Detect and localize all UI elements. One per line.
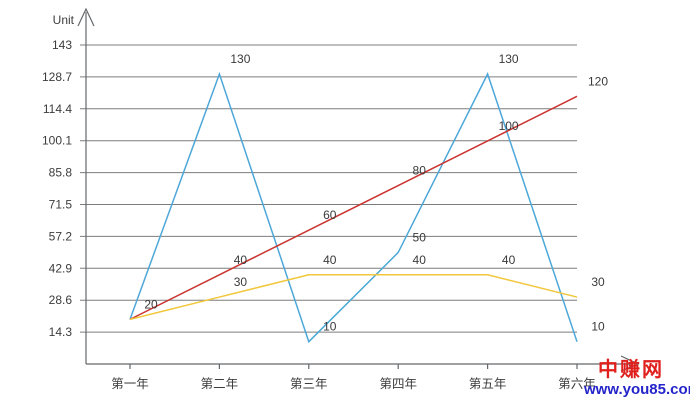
y-axis-tick-label: 128.7 [42,70,72,84]
y-axis-arrow-icon [77,7,95,27]
shared-start-value-label: 20 [144,297,158,311]
series-yellow-value-label: 40 [323,253,337,267]
series-blue-value-label: 10 [591,320,605,334]
y-axis-tick-label: 71.5 [49,198,73,212]
series-red-value-label: 40 [234,253,248,267]
y-axis-tick-label: 114.4 [43,102,72,116]
x-axis-tick-label: 第三年 [290,377,328,391]
x-axis-tick-label: 第四年 [379,377,417,391]
series-yellow-value-label: 30 [591,275,605,289]
series-yellow-value-label: 40 [502,253,516,267]
series-yellow-value-label: 30 [234,275,248,289]
series-yellow-line [129,274,578,321]
series-red-value-label: 60 [323,208,337,222]
series-blue-value-label: 10 [323,320,337,334]
x-axis-tick-label: 第六年 [558,377,596,391]
watermark-site-url: www.you85.com [584,381,690,398]
series-red-value-label: 120 [588,74,608,88]
x-axis-tick-label: 第一年 [111,377,149,391]
series-red-line [129,95,578,321]
x-axis-tick-label: 第五年 [469,377,507,391]
y-axis-tick-label: 42.9 [49,261,73,275]
y-axis-tick-label: 14.3 [49,325,73,339]
series-red-value-label: 80 [413,164,427,178]
series-blue-value-label: 130 [230,52,250,66]
y-axis-unit-label: Unit [53,13,75,27]
series-yellow-value-label: 40 [413,253,427,267]
series-blue-value-label: 50 [413,230,427,244]
y-axis-tick-label: 28.6 [49,293,73,307]
series-blue-line [129,71,578,344]
y-axis-tick-label: 100.1 [42,134,72,148]
x-axis-arrow-icon [620,355,640,372]
series-blue-value-label: 130 [499,52,519,66]
x-axis-tick-label: 第二年 [201,377,239,391]
series-red-value-label: 100 [499,119,519,133]
y-axis-tick-label: 85.8 [49,166,73,180]
y-axis-tick-label: 57.2 [49,229,73,243]
y-axis-tick-label: 143 [52,38,72,52]
watermark-site-name: 中赚网 [598,359,664,381]
